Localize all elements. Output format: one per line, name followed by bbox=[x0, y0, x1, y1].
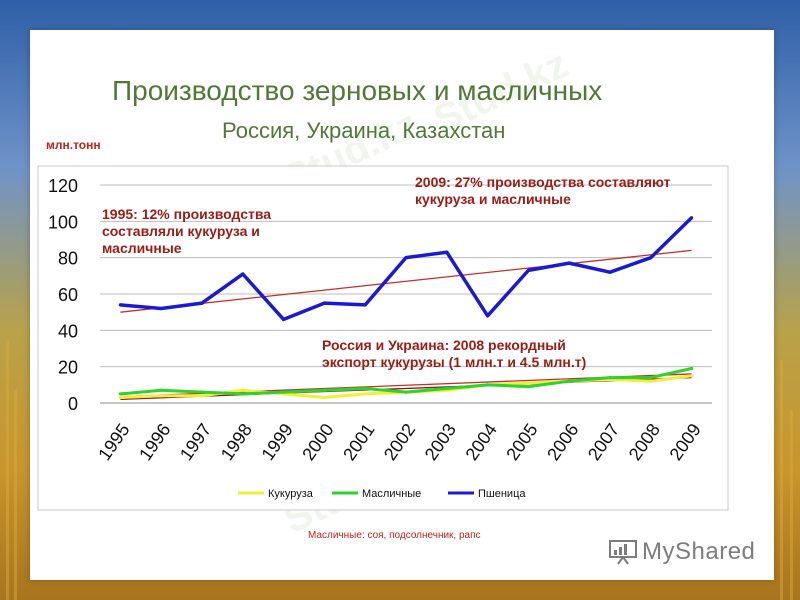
data-point bbox=[526, 268, 531, 272]
y-tick-label: 120 bbox=[48, 176, 78, 196]
data-point bbox=[159, 394, 163, 398]
data-point bbox=[282, 390, 286, 394]
trendline bbox=[120, 249, 692, 313]
y-tick-label: 20 bbox=[58, 358, 78, 378]
logo-text: MyShared bbox=[642, 538, 756, 565]
annotation-export: Россия и Украина: 2008 рекордный экспорт… bbox=[322, 337, 587, 370]
data-point bbox=[118, 392, 122, 396]
data-point bbox=[200, 390, 204, 394]
data-point bbox=[608, 270, 612, 274]
data-point bbox=[159, 306, 163, 311]
data-point bbox=[608, 375, 612, 380]
data-point bbox=[567, 379, 571, 383]
data-point bbox=[649, 256, 653, 260]
data-point bbox=[241, 392, 245, 396]
data-point bbox=[526, 385, 531, 389]
data-point bbox=[690, 374, 694, 378]
unit-label: млн.тонн bbox=[46, 138, 101, 152]
data-point bbox=[118, 395, 122, 400]
data-point bbox=[567, 261, 571, 265]
data-point bbox=[322, 301, 326, 305]
presentation-icon bbox=[609, 540, 637, 565]
y-tick-label: 60 bbox=[58, 285, 78, 305]
data-point bbox=[241, 272, 245, 276]
data-point bbox=[649, 375, 653, 380]
y-tick-label: 0 bbox=[68, 394, 78, 414]
data-point bbox=[404, 390, 408, 394]
data-point bbox=[200, 301, 204, 305]
data-point bbox=[118, 303, 122, 307]
data-point bbox=[445, 386, 449, 391]
annotation-2009: 2009: 27% производства составляют кукуру… bbox=[415, 174, 671, 207]
data-point bbox=[282, 317, 286, 322]
oilseeds-footnote: Масличные: соя, подсолнечник, рапс bbox=[308, 530, 481, 541]
data-point bbox=[690, 366, 694, 371]
data-point bbox=[526, 381, 531, 385]
legend-label: Масличные bbox=[362, 488, 421, 500]
data-point bbox=[486, 314, 490, 318]
data-point bbox=[363, 303, 367, 307]
y-tick-label: 40 bbox=[58, 321, 78, 341]
y-tick-label: 100 bbox=[48, 212, 78, 232]
data-point bbox=[159, 388, 163, 392]
chart-frame bbox=[37, 165, 729, 511]
legend-label: Кукуруза bbox=[268, 488, 314, 500]
y-tick-label: 80 bbox=[58, 249, 78, 269]
data-point bbox=[322, 395, 326, 400]
myshared-logo[interactable]: MyShared bbox=[608, 538, 755, 566]
data-point bbox=[322, 388, 326, 392]
slide-subtitle: Россия, Украина, Казахстан bbox=[222, 118, 506, 143]
annotation-1995: 1995: 12% производства составляли кукуру… bbox=[102, 206, 272, 256]
data-point bbox=[363, 386, 367, 391]
data-point bbox=[649, 379, 653, 383]
slide-title: Производство зерновых и масличных bbox=[112, 75, 603, 106]
data-point bbox=[363, 392, 367, 396]
data-point bbox=[404, 256, 408, 260]
data-point bbox=[690, 216, 694, 220]
data-point bbox=[241, 388, 245, 392]
data-point bbox=[486, 383, 490, 387]
legend-label: Пшеница bbox=[478, 488, 526, 500]
data-point bbox=[200, 394, 204, 398]
data-point bbox=[445, 250, 449, 254]
